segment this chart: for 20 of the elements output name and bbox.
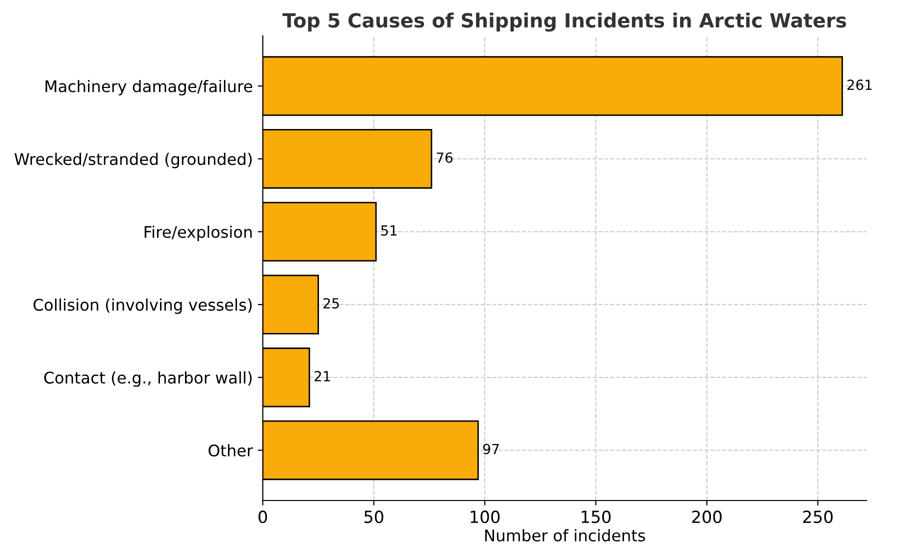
x-tick-label: 100 xyxy=(470,510,500,524)
y-tick-label: Other xyxy=(208,444,254,457)
x-tick-label: 150 xyxy=(582,510,611,524)
y-tick-label: Machinery damage/failure xyxy=(46,80,252,96)
y-tick-label: Collision (involving vessels) xyxy=(34,298,252,314)
x-tick-label: 200 xyxy=(692,510,722,524)
data-label: 51 xyxy=(381,225,397,236)
data-label: 21 xyxy=(314,370,330,382)
y-tick-label: Wrecked/stranded (grounded) xyxy=(14,152,252,168)
data-label: 97 xyxy=(483,444,499,454)
data-label: 261 xyxy=(847,80,872,90)
x-tick-label: 250 xyxy=(803,510,833,524)
y-tick-label: Contact (e.g., harbor wall) xyxy=(44,371,252,387)
x-tick-label: 0 xyxy=(258,510,267,524)
x-axis-title: Number of incidents xyxy=(485,529,646,542)
data-label: 25 xyxy=(323,298,339,309)
y-tick-label: Fire/explosion xyxy=(144,226,252,242)
chart-title: Top 5 Causes of Shipping Incidents in Arctic Waters xyxy=(282,12,846,32)
x-tick-label: 50 xyxy=(364,510,384,524)
data-label: 76 xyxy=(436,152,452,163)
